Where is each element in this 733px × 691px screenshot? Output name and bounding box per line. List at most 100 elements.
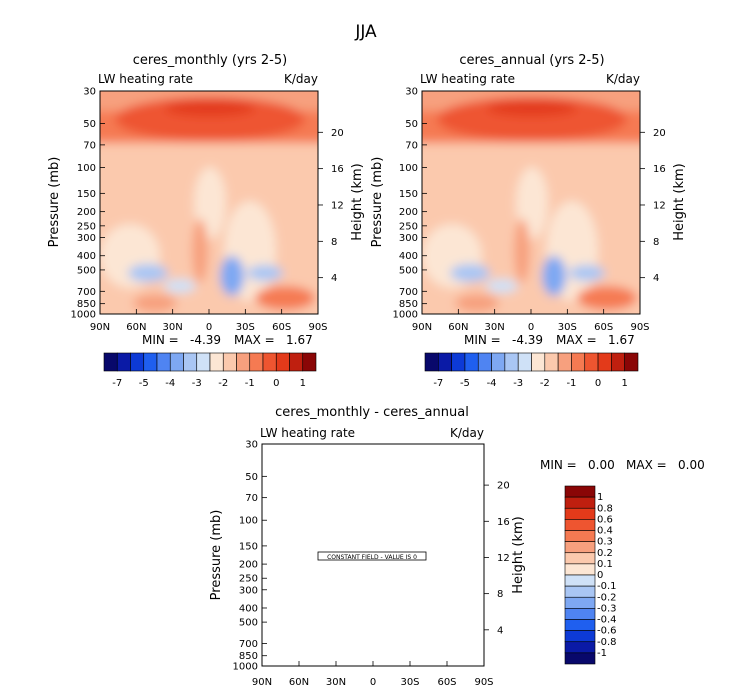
colorbar-label: 1 — [622, 378, 628, 389]
colorbar-label: 0 — [273, 378, 279, 389]
colorbar-swatch — [564, 608, 596, 620]
panel-title: ceres_monthly - ceres_annual — [275, 405, 469, 420]
colorbar-swatch — [183, 352, 198, 372]
colorbar-swatch — [564, 530, 596, 542]
max-label: MAX = — [556, 333, 597, 347]
heating-rate-field — [100, 91, 318, 314]
pressure-tick-label: 500 — [77, 265, 96, 276]
contour-region — [192, 219, 208, 283]
contour-region — [437, 97, 627, 141]
contour-region — [133, 294, 177, 312]
colorbar-swatch — [564, 507, 596, 520]
colorbar-swatch — [564, 574, 596, 587]
colorbar-swatch — [302, 352, 317, 372]
pressure-tick-label: 850 — [399, 299, 418, 310]
height-tick-label: 20 — [331, 128, 344, 139]
pressure-tick-label: 100 — [239, 516, 258, 527]
latitude-tick-label: 30N — [326, 677, 346, 688]
min-value: -4.39 — [190, 333, 221, 347]
contour-region — [247, 265, 283, 281]
colorbar-swatch — [564, 496, 596, 509]
page-title: JJA — [354, 22, 377, 42]
latitude-tick-label: 60N — [289, 677, 309, 688]
panel-ceres-monthly: ceres_monthly (yrs 2-5) LW heating rate … — [47, 53, 365, 389]
pressure-tick-label: 300 — [399, 233, 418, 244]
latitude-tick-label: 60S — [594, 322, 613, 333]
contour-region — [115, 97, 305, 141]
colorbar-swatch — [477, 352, 492, 372]
pressure-tick-label: 150 — [77, 189, 96, 200]
pressure-tick-label: 70 — [245, 493, 258, 504]
colorbar-label: -7 — [433, 378, 443, 389]
pressure-tick-label: 70 — [83, 140, 96, 151]
colorbar-swatch — [130, 352, 145, 372]
pressure-tick-label: 50 — [245, 472, 258, 483]
height-axis: 20 16 12 8 4 — [640, 128, 666, 284]
pressure-tick-label: 700 — [399, 287, 418, 298]
height-tick-label: 20 — [497, 481, 510, 492]
height-tick-label: 20 — [653, 128, 666, 139]
colorbar-label: -7 — [112, 378, 122, 389]
colorbar-label: -0.6 — [597, 626, 617, 637]
constant-field-box — [317, 551, 427, 561]
colorbar-swatch — [564, 585, 596, 598]
colorbar-swatch — [222, 352, 237, 372]
panel-ceres-annual: ceres_annual (yrs 2-5) LW heating rate K… — [370, 53, 687, 389]
contour-region — [542, 256, 566, 296]
y-axis-right-label: Height (km) — [350, 163, 365, 240]
min-label: MIN = — [540, 458, 577, 472]
height-tick-label: 16 — [653, 164, 666, 175]
colorbar-swatch — [564, 563, 596, 576]
colorbar-label: 0.1 — [597, 559, 613, 570]
y-axis-label: Pressure (mb) — [209, 510, 224, 601]
colorbar-label: 0 — [595, 378, 601, 389]
colorbar-label: 0.6 — [597, 514, 613, 525]
panel-title: ceres_annual (yrs 2-5) — [459, 53, 604, 68]
contour-region — [486, 279, 518, 293]
latitude-tick-label: 60N — [126, 322, 146, 333]
heating-rate-field — [422, 91, 640, 314]
colorbar-swatch — [143, 352, 158, 372]
height-tick-label: 8 — [653, 237, 659, 248]
colorbar-swatch — [451, 352, 466, 372]
latitude-tick-label: 90N — [90, 322, 110, 333]
pressure-tick-label: 30 — [405, 87, 418, 98]
colorbar: -7 -5 -4 -3 -2 -1 0 1 — [424, 352, 639, 389]
colorbar-swatch — [597, 352, 612, 372]
contour-region — [455, 294, 499, 312]
pressure-tick-label: 50 — [405, 119, 418, 130]
max-label: MAX = — [234, 333, 275, 347]
colorbar-swatch — [564, 619, 596, 631]
pressure-tick-label: 400 — [77, 251, 96, 262]
colorbar-swatch — [275, 352, 290, 372]
colorbar-label: -0.8 — [597, 637, 617, 648]
colorbar-swatch — [491, 352, 506, 372]
colorbar-swatch — [517, 352, 532, 372]
pressure-tick-label: 400 — [239, 603, 258, 614]
latitude-tick-label: 30S — [236, 322, 255, 333]
contour-region — [487, 100, 577, 116]
colorbar-label: 0 — [597, 570, 603, 581]
contour-region — [165, 100, 255, 116]
colorbar-label: 0.3 — [597, 537, 613, 548]
latitude-axis: 90N 60N 30N 0 30S 60S 90S — [252, 661, 494, 688]
latitude-tick-label: 90S — [308, 322, 327, 333]
colorbar-label: 0.2 — [597, 548, 613, 559]
pressure-tick-label: 700 — [77, 287, 96, 298]
height-tick-label: 16 — [331, 164, 344, 175]
pressure-tick-label: 300 — [239, 585, 258, 596]
height-tick-label: 4 — [653, 273, 659, 284]
colorbar-label: 0.4 — [597, 526, 613, 537]
contour-region — [514, 219, 530, 283]
contour-region — [450, 264, 490, 282]
latitude-axis: 90N 60N 30N 0 30S 60S 90S — [90, 309, 328, 333]
colorbar-label: -0.1 — [597, 581, 617, 592]
colorbar-swatch — [236, 352, 251, 372]
max-value: 0.00 — [678, 458, 705, 472]
height-axis: 20 16 12 8 4 — [484, 481, 510, 636]
pressure-tick-label: 150 — [399, 189, 418, 200]
pressure-tick-label: 1000 — [393, 310, 418, 321]
